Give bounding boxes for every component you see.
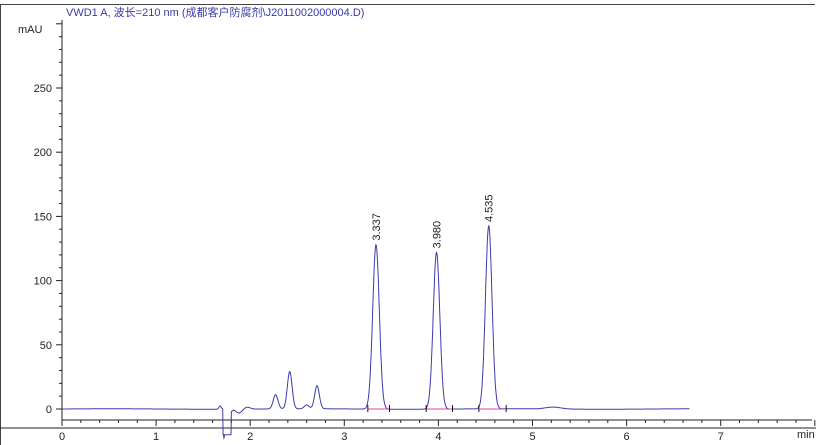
y-tick-label: 150	[34, 211, 52, 223]
chart-title: VWD1 A, 波长=210 nm (成都客户防腐剂\J201100200000…	[66, 7, 365, 19]
y-tick-label: 250	[34, 83, 52, 95]
x-tick-label: 4	[435, 431, 441, 443]
y-tick-label: 50	[40, 340, 52, 352]
x-tick-label: 2	[247, 431, 253, 443]
x-axis-label: min	[797, 429, 815, 441]
peak-label: 4.535	[484, 194, 496, 222]
chromatogram-trace	[62, 224, 690, 440]
peak-label: 3.337	[371, 213, 383, 241]
peak-label: 3.980	[432, 221, 444, 249]
y-tick-label: 200	[34, 147, 52, 159]
y-tick-label: 0	[46, 404, 52, 416]
y-tick-label: 100	[34, 276, 52, 288]
x-tick-label: 1	[153, 431, 159, 443]
x-tick-label: 0	[59, 431, 65, 443]
x-tick-label: 6	[624, 431, 630, 443]
y-axis-label: mAU	[18, 24, 43, 36]
x-tick-label: 3	[341, 431, 347, 443]
chart-frame	[0, 4, 815, 445]
x-tick-label: 7	[718, 431, 724, 443]
x-tick-label: 5	[529, 431, 535, 443]
